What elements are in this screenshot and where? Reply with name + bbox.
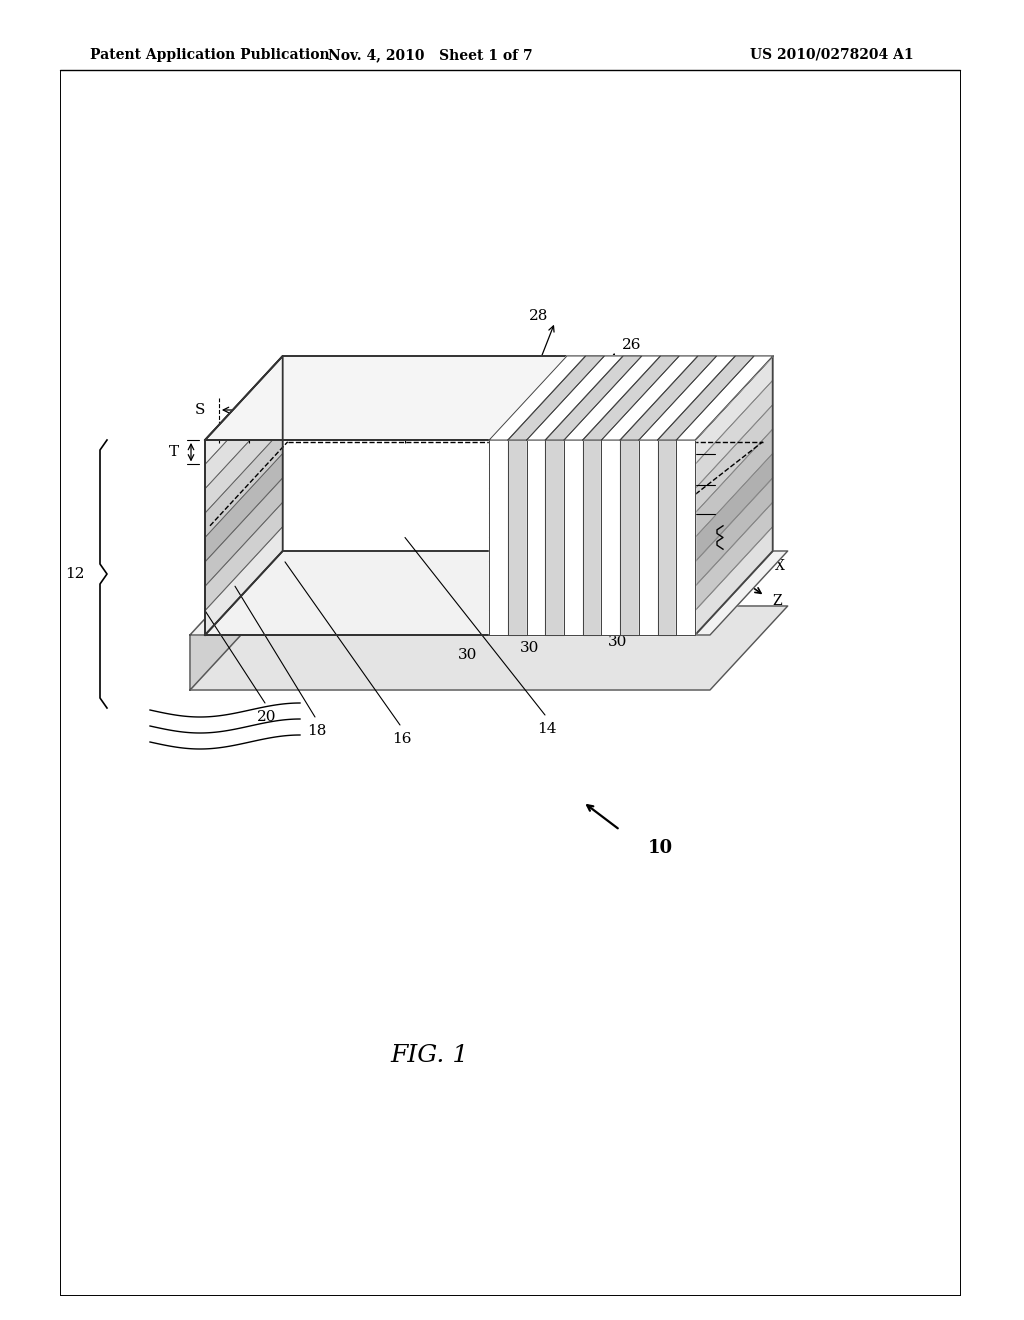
- Polygon shape: [601, 356, 698, 440]
- Polygon shape: [695, 454, 773, 562]
- Text: 15: 15: [735, 531, 755, 544]
- Polygon shape: [621, 356, 717, 440]
- Text: Nov. 4, 2010   Sheet 1 of 7: Nov. 4, 2010 Sheet 1 of 7: [328, 48, 532, 62]
- Polygon shape: [489, 356, 586, 440]
- Text: T: T: [169, 445, 179, 459]
- Polygon shape: [695, 405, 773, 513]
- Text: Y: Y: [727, 523, 736, 537]
- Polygon shape: [583, 440, 601, 635]
- Polygon shape: [601, 440, 621, 635]
- Polygon shape: [695, 478, 773, 586]
- Text: 14: 14: [538, 722, 557, 737]
- Text: 24R: 24R: [698, 407, 729, 420]
- Text: 16: 16: [392, 733, 412, 746]
- Polygon shape: [205, 429, 283, 537]
- Polygon shape: [205, 356, 283, 465]
- Text: S: S: [195, 403, 205, 417]
- Text: $S_C$: $S_C$: [471, 388, 490, 407]
- Polygon shape: [546, 440, 564, 635]
- Polygon shape: [695, 429, 773, 537]
- Polygon shape: [205, 405, 283, 513]
- Polygon shape: [657, 440, 676, 635]
- Polygon shape: [205, 380, 283, 488]
- Text: 12: 12: [66, 568, 85, 581]
- Text: 30: 30: [608, 635, 628, 649]
- Text: 28: 28: [528, 309, 548, 323]
- Polygon shape: [190, 606, 787, 690]
- Text: 10: 10: [648, 840, 673, 857]
- Polygon shape: [489, 440, 508, 635]
- Text: 24: 24: [725, 478, 744, 492]
- Polygon shape: [190, 550, 267, 690]
- Polygon shape: [526, 440, 546, 635]
- Polygon shape: [190, 550, 787, 635]
- Text: 26: 26: [622, 338, 641, 352]
- Text: FIG. 1: FIG. 1: [391, 1044, 469, 1067]
- Polygon shape: [205, 454, 283, 562]
- Polygon shape: [205, 356, 773, 440]
- Polygon shape: [621, 440, 639, 635]
- Polygon shape: [508, 356, 604, 440]
- Text: Z: Z: [772, 594, 781, 609]
- Polygon shape: [695, 356, 773, 465]
- Polygon shape: [583, 356, 679, 440]
- Text: X: X: [775, 558, 784, 573]
- Text: US 2010/0278204 A1: US 2010/0278204 A1: [750, 48, 913, 62]
- Polygon shape: [526, 356, 623, 440]
- Polygon shape: [639, 356, 735, 440]
- Polygon shape: [657, 356, 754, 440]
- Text: Patent Application Publication: Patent Application Publication: [90, 48, 330, 62]
- Text: 30: 30: [725, 446, 744, 461]
- Polygon shape: [205, 502, 283, 611]
- Text: 30: 30: [520, 642, 540, 655]
- Polygon shape: [564, 440, 583, 635]
- Polygon shape: [205, 527, 283, 635]
- Polygon shape: [508, 440, 526, 635]
- Text: 20: 20: [257, 710, 276, 723]
- Polygon shape: [205, 478, 283, 586]
- Text: 18: 18: [307, 723, 327, 738]
- Polygon shape: [676, 440, 695, 635]
- Polygon shape: [639, 440, 657, 635]
- Text: W: W: [319, 379, 335, 393]
- Polygon shape: [695, 380, 773, 488]
- Polygon shape: [564, 356, 660, 440]
- Polygon shape: [695, 502, 773, 611]
- Polygon shape: [695, 527, 773, 635]
- Text: 22: 22: [725, 507, 744, 521]
- Polygon shape: [546, 356, 642, 440]
- Polygon shape: [676, 356, 773, 440]
- Text: 30: 30: [459, 648, 477, 663]
